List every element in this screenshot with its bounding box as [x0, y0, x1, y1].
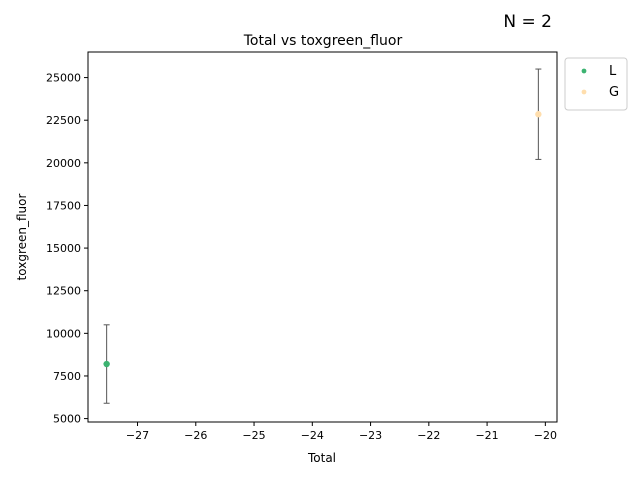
y-tick-label: 12500: [46, 285, 81, 298]
axes-layer: −27 −26 −25 −24 −23 −22 −21 −20 5000 7500 10000 125…: [46, 51, 558, 442]
y-tick-label: 15000: [46, 242, 81, 255]
legend-box: [564, 57, 628, 111]
legend-label-G: G: [609, 85, 619, 100]
x-tick-label: −22: [417, 429, 440, 442]
data-point-L: [103, 360, 110, 368]
x-tick-label: −26: [184, 429, 207, 442]
marks-layer: [103, 68, 542, 404]
y-tick-label: 10000: [46, 327, 81, 340]
sample-count-label: N = 2: [503, 12, 552, 32]
x-tick-label: −23: [359, 429, 382, 442]
x-tick-label: −21: [475, 429, 498, 442]
x-tick-label: −24: [301, 429, 324, 442]
x-tick-label: −25: [242, 429, 265, 442]
y-tick-label: 7500: [53, 370, 81, 383]
chart-title: Total vs toxgreen_fluor: [243, 33, 403, 49]
legend-marker-G: [581, 89, 587, 95]
y-tick-label: 25000: [46, 72, 81, 85]
y-tick-label: 5000: [53, 413, 81, 426]
legend: LG: [564, 57, 628, 111]
x-tick-label: −27: [126, 429, 149, 442]
y-tick-label: 20000: [46, 157, 81, 170]
y-axis-label: toxgreen_fluor: [15, 194, 29, 281]
y-tick-label: 17500: [46, 199, 81, 212]
plot-frame: [87, 51, 558, 423]
x-tick-label: −20: [534, 429, 557, 442]
x-axis-label: Total: [307, 451, 336, 465]
legend-label-L: L: [609, 64, 617, 79]
legend-marker-L: [581, 68, 587, 74]
data-point-G: [535, 111, 542, 118]
y-tick-label: 22500: [46, 114, 81, 127]
